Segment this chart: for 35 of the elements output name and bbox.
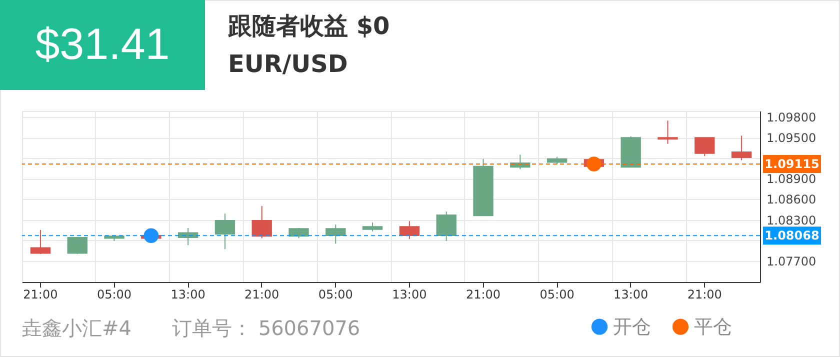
legend-label: 开仓 (613, 316, 651, 338)
candlestick (67, 237, 88, 254)
candlestick (731, 135, 752, 161)
x-tick-label: 21:00 (687, 288, 722, 302)
y-tick-label: 1.08900 (766, 172, 816, 186)
text: $31.41 (0, 0, 205, 90)
chart-title: 跟随者收益 $0 (228, 11, 390, 42)
candlestick (214, 213, 236, 250)
candlestick (436, 211, 456, 242)
x-tick-label: 21:00 (244, 288, 280, 302)
ref-line-label: 1.08068 (764, 228, 820, 243)
candlestick (658, 120, 678, 144)
x-tick-label: 21:00 (466, 288, 501, 302)
x-tick-label: 05:00 (318, 288, 353, 302)
candlestick (30, 230, 51, 254)
candlestick (326, 224, 346, 244)
legend-label: 平仓 (694, 316, 732, 338)
y-tick-label: 1.07700 (766, 254, 816, 268)
x-tick-label: 13:00 (170, 288, 206, 302)
text: 垚鑫小汇#4 (22, 315, 132, 342)
candlestick (252, 206, 272, 239)
y-tick-label: 1.08300 (766, 213, 816, 228)
y-tick-label: 1.08600 (766, 192, 816, 207)
x-tick-label: 21:00 (23, 288, 58, 302)
candlestick (399, 220, 420, 240)
x-tick-label: 05:00 (540, 288, 574, 302)
x-tick-label: 13:00 (392, 288, 427, 302)
text: 订单号： 56067076 (172, 315, 360, 342)
y-tick-label: 1.09500 (766, 131, 816, 146)
x-tick-label: 13:00 (614, 288, 648, 302)
y-tick-label: 1.09800 (766, 110, 816, 125)
ref-line-label: 1.09115 (764, 157, 820, 172)
chart-subtitle: EUR/USD (228, 50, 348, 78)
x-tick-label: 05:00 (96, 288, 132, 302)
candlestick (694, 137, 715, 157)
